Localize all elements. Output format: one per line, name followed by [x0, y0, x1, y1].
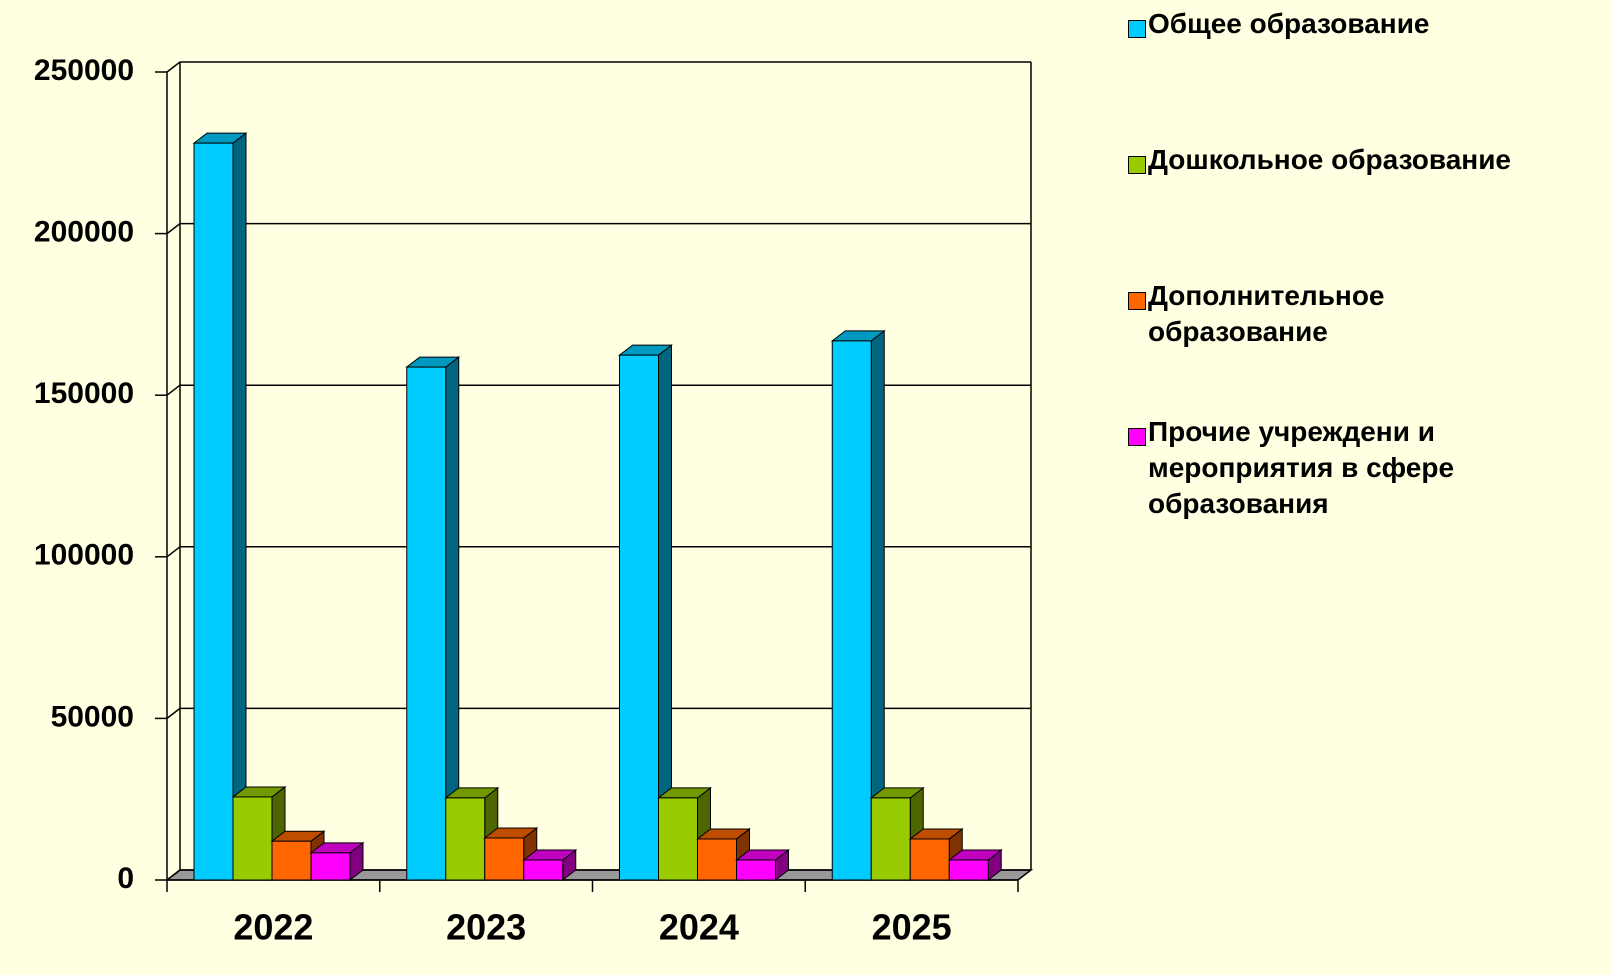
grid-line — [166, 546, 181, 558]
legend-swatch — [1128, 428, 1146, 446]
y-tick-label: 150000 — [34, 377, 134, 410]
bar — [406, 366, 447, 881]
bar — [909, 838, 950, 881]
legend-swatch — [1128, 20, 1146, 38]
legend-item: Дополнительное образование — [1126, 278, 1566, 414]
legend-label: Общее образование — [1148, 8, 1430, 39]
grid-line — [166, 61, 181, 73]
bar — [232, 796, 273, 881]
legend-item: Дошкольное образование — [1126, 142, 1566, 278]
legend-label: Прочие учреждени и мероприятия в сфере о… — [1148, 416, 1455, 519]
bar — [870, 797, 911, 881]
x-tick-label: 2023 — [446, 907, 526, 948]
legend-label: Дополнительное образование — [1148, 280, 1385, 347]
y-tick-label: 0 — [117, 862, 134, 895]
legend: Общее образование Дошкольное образование Д… — [1126, 6, 1566, 550]
x-tick-label: 2022 — [233, 907, 313, 948]
legend-swatch — [1128, 156, 1146, 174]
bar — [271, 840, 312, 881]
grid-line — [166, 223, 181, 235]
bar — [831, 340, 872, 881]
legend-item: Прочие учреждени и мероприятия в сфере о… — [1126, 414, 1566, 550]
grid-line — [166, 869, 181, 881]
bar — [193, 142, 234, 881]
bar — [484, 837, 525, 881]
bar — [736, 859, 776, 881]
bar — [445, 797, 486, 881]
y-tick-label: 200000 — [34, 216, 134, 249]
y-tick-label: 100000 — [34, 539, 134, 572]
y-tick-label: 250000 — [34, 54, 134, 87]
bar — [658, 797, 698, 881]
grid-line — [166, 384, 181, 396]
bar-side — [232, 132, 247, 882]
bar — [948, 859, 989, 881]
bar — [619, 354, 659, 881]
bar — [697, 838, 737, 881]
legend-swatch — [1128, 292, 1146, 310]
bar — [310, 852, 351, 881]
legend-item: Общее образование — [1126, 6, 1566, 142]
legend-label: Дошкольное образование — [1148, 144, 1512, 175]
grid-line — [166, 707, 181, 719]
y-tick-label: 50000 — [51, 700, 134, 733]
x-tick-label: 2025 — [872, 907, 952, 948]
bar — [523, 859, 564, 881]
x-tick-label: 2024 — [659, 907, 739, 948]
